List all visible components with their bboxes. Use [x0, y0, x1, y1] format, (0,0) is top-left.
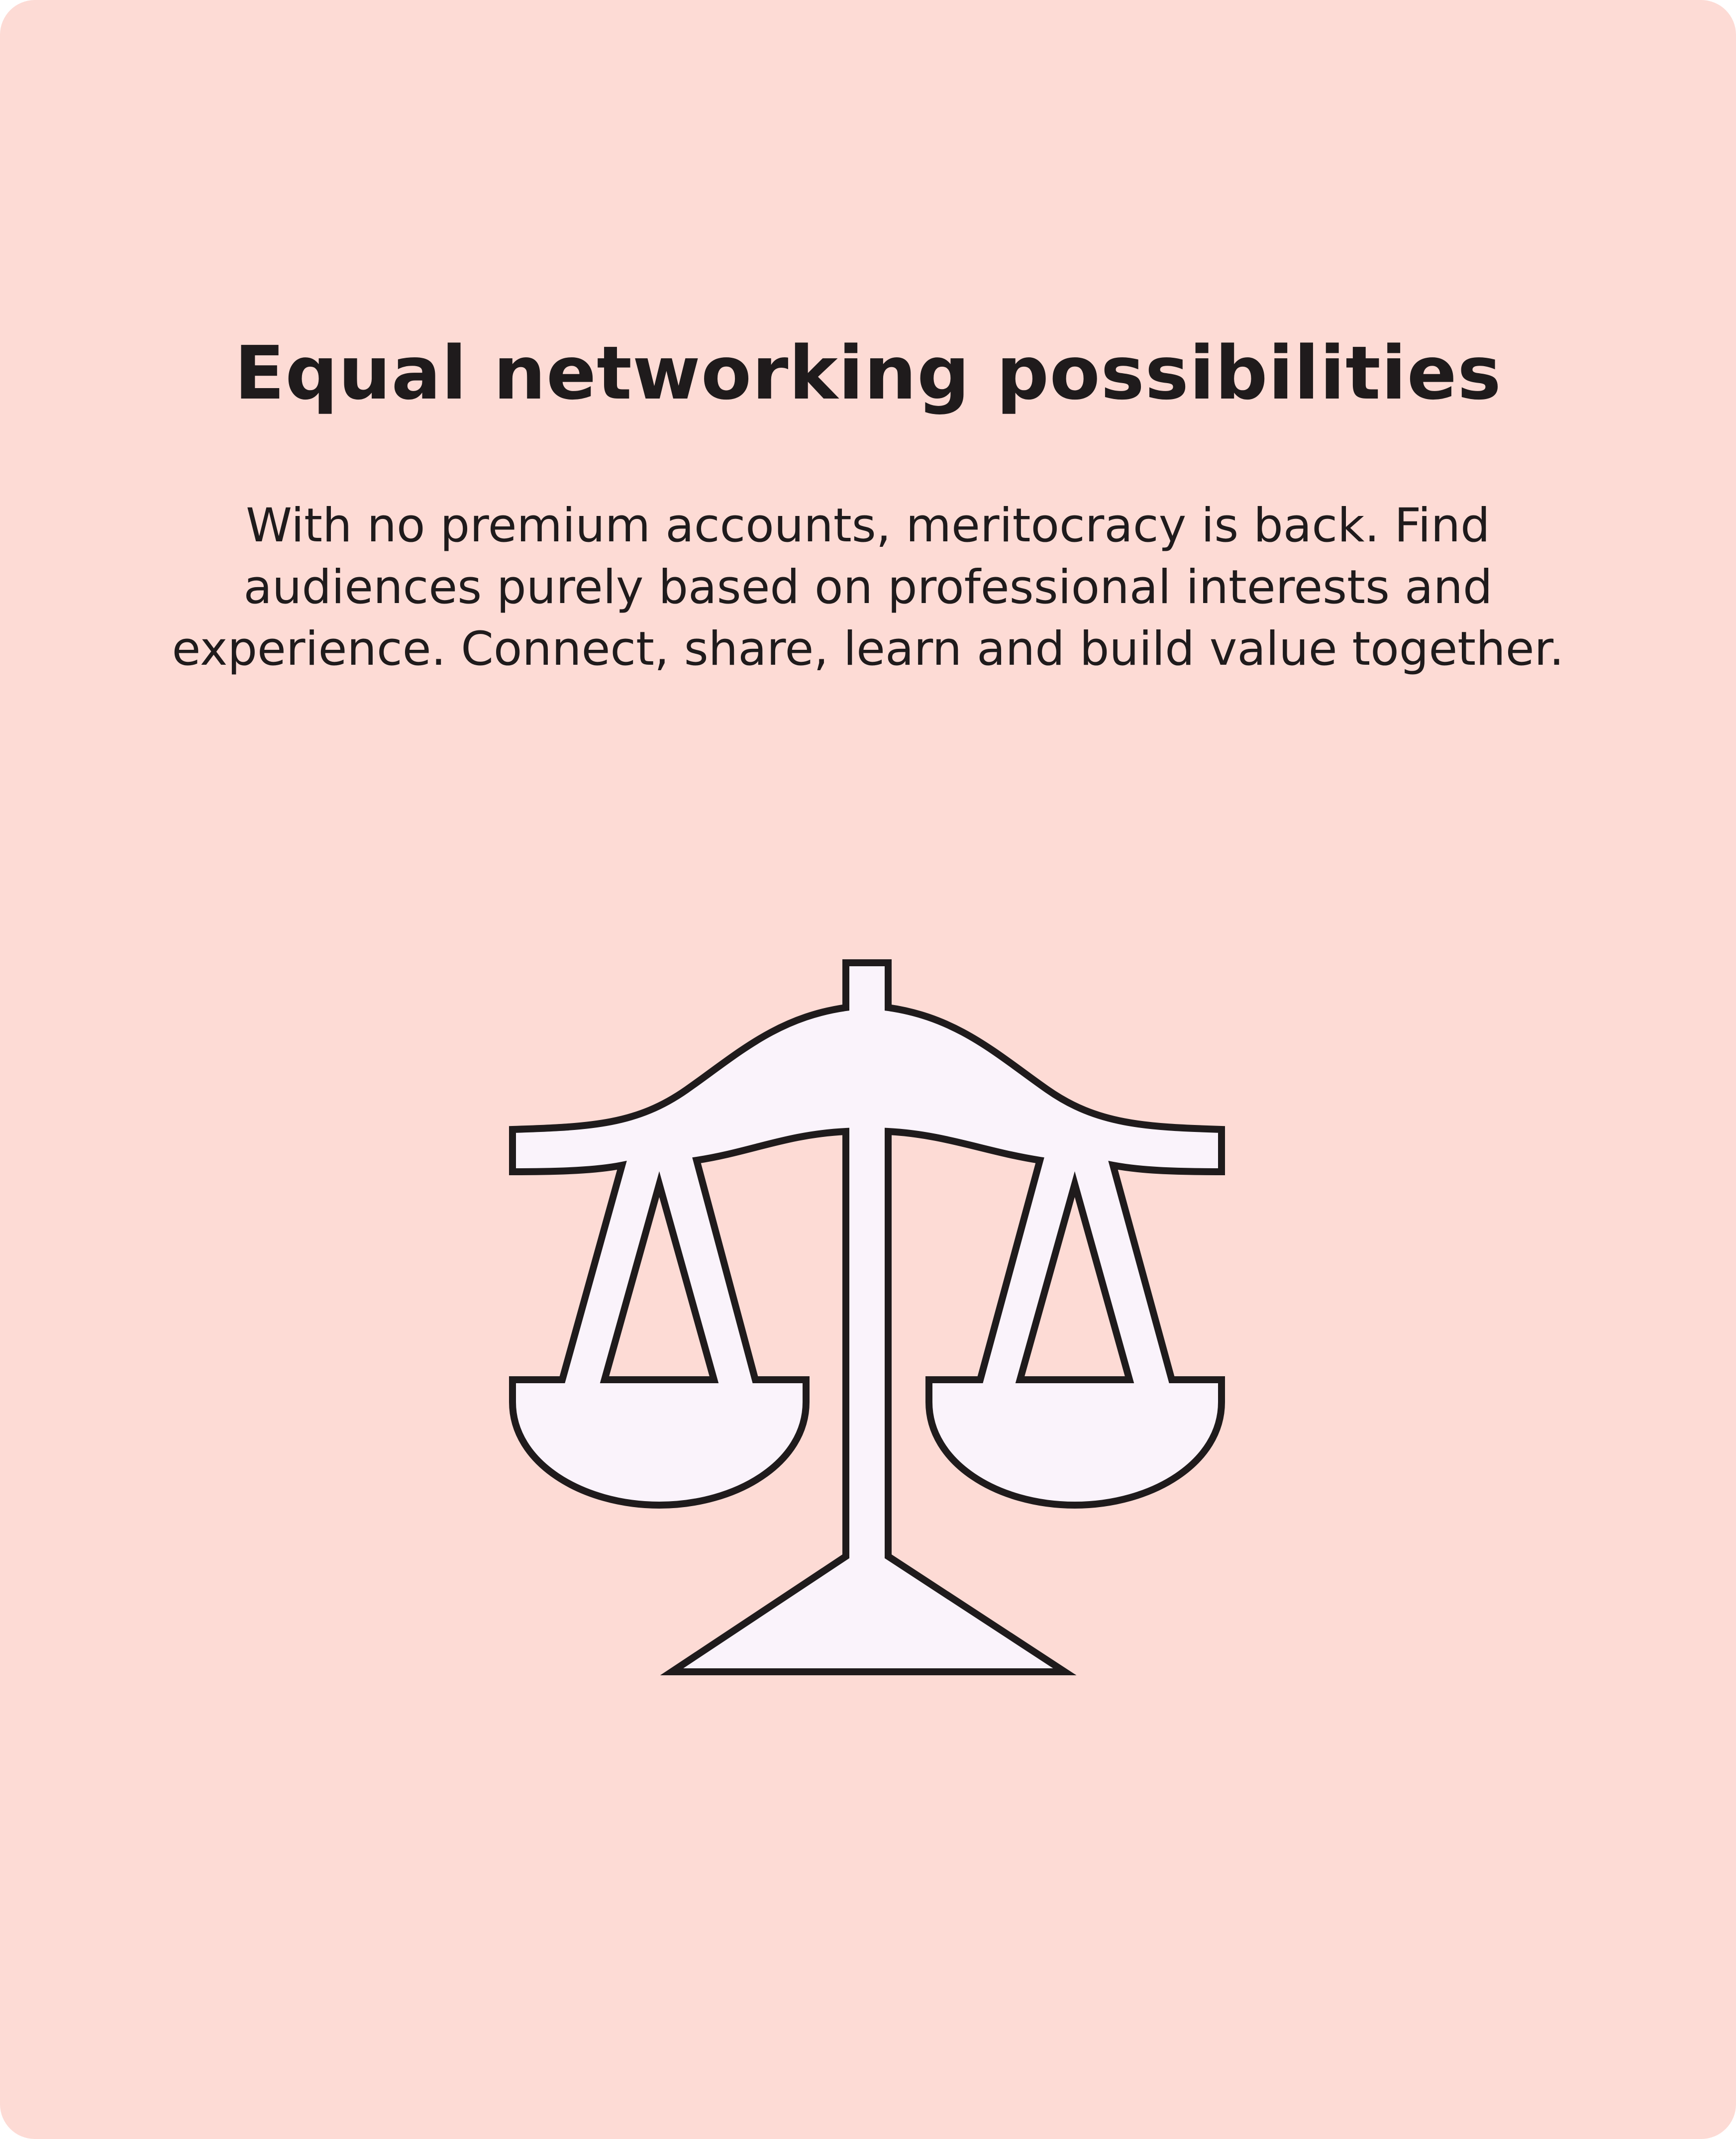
left-pan-triangle: [600, 1171, 719, 1383]
scale-beam: [509, 959, 1225, 1675]
right-pan-triangle: [1015, 1171, 1134, 1383]
card-description: With no premium accounts, meritocracy is…: [172, 499, 1564, 676]
card-title: Equal networking possibilities: [234, 330, 1502, 416]
